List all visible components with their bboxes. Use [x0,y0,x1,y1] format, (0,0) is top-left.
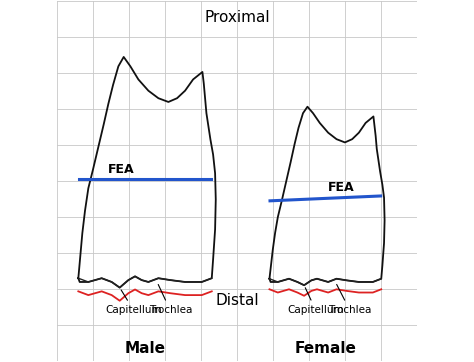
Text: FEA: FEA [328,181,355,194]
Text: Distal: Distal [215,293,259,308]
Text: Proximal: Proximal [204,10,270,25]
Text: Trochlea: Trochlea [149,285,192,315]
Text: Capitellum: Capitellum [105,290,162,315]
Text: Female: Female [294,341,356,357]
Text: Male: Male [125,341,165,357]
Text: FEA: FEA [109,163,135,176]
Text: Trochlea: Trochlea [328,285,372,315]
Text: Capitellum: Capitellum [288,288,344,315]
